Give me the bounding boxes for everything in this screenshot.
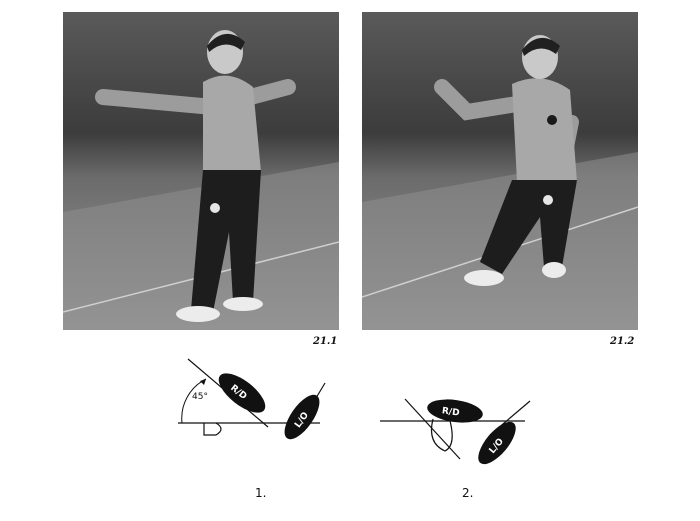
arc-arrowhead xyxy=(200,379,206,385)
angle-label: 45° xyxy=(192,392,208,402)
photo-posture-21-2 xyxy=(362,12,638,330)
right-foot-icon: R/D xyxy=(427,399,483,423)
left-foot-icon: L/O xyxy=(284,394,320,440)
photo-caption-21-2: 21.2 xyxy=(610,336,635,347)
heel-outline-icon xyxy=(203,422,222,436)
right-foot-icon: R/D xyxy=(218,373,266,413)
right-foot-mark: R/D xyxy=(441,406,460,418)
diagram-label-1: 1. xyxy=(255,486,267,500)
photo-illustration-left xyxy=(63,30,339,330)
photo-posture-21-1 xyxy=(63,12,339,330)
photo-illustration-right xyxy=(362,35,638,330)
foot-diagram-1: 45° R/D L/O xyxy=(178,358,326,440)
right-foot-line xyxy=(404,398,461,460)
foot-diagram-2: R/D L/O xyxy=(380,398,531,465)
left-foot-icon: L/O xyxy=(478,421,516,465)
pivot-outline-icon xyxy=(430,416,453,452)
diagram-label-2: 2. xyxy=(462,486,474,500)
photo-caption-21-1: 21.1 xyxy=(313,336,338,347)
